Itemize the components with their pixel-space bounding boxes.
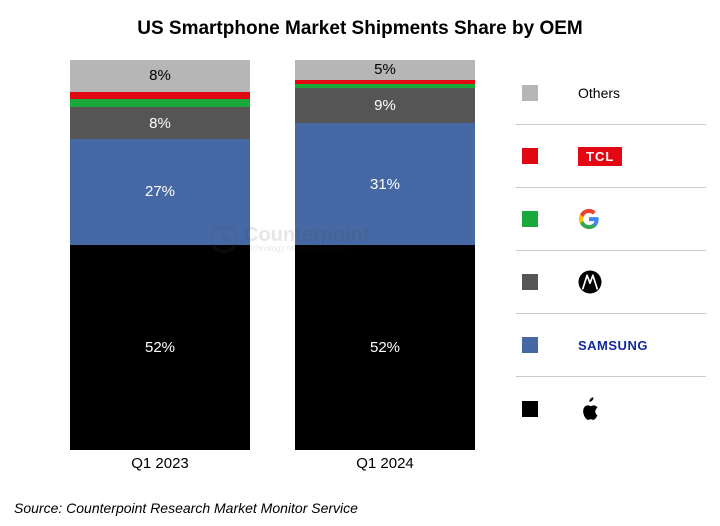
- x-axis-labels: Q1 2023 Q1 2024: [40, 455, 500, 485]
- bar-segment-motorola: 9%: [295, 88, 475, 123]
- x-axis-label: Q1 2023: [70, 455, 250, 472]
- legend-swatch: [522, 85, 538, 101]
- legend-swatch: [522, 337, 538, 353]
- bar-segment-others: 5%: [295, 60, 475, 80]
- bar-segment-samsung: 31%: [295, 123, 475, 245]
- legend-item-apple: [516, 377, 706, 440]
- bar-segment-others: 8%: [70, 60, 250, 92]
- legend-item-samsung: SAMSUNG: [516, 314, 706, 377]
- legend-item-motorola: [516, 251, 706, 314]
- bar-segment-apple: 52%: [295, 245, 475, 450]
- legend-swatch: [522, 148, 538, 164]
- bar-segment-motorola: 8%: [70, 107, 250, 139]
- legend-swatch: [522, 274, 538, 290]
- bar-column: 5% 9%31%52%: [295, 60, 475, 450]
- bar-segment-samsung: 27%: [70, 139, 250, 245]
- tcl-logo: TCL: [578, 147, 622, 166]
- bar-column: 8%8%27%52%: [70, 60, 250, 450]
- samsung-logo: SAMSUNG: [578, 338, 648, 353]
- chart-area: 2%8%8%27%52%5%9%31%52%: [40, 60, 500, 450]
- x-axis-label: Q1 2024: [295, 455, 475, 472]
- legend-label: TCL: [578, 147, 622, 166]
- chart-title: US Smartphone Market Shipments Share by …: [0, 0, 720, 40]
- source-text: Source: Counterpoint Research Market Mon…: [14, 500, 358, 516]
- apple-logo-icon: [578, 396, 600, 422]
- legend-swatch: [522, 211, 538, 227]
- google-logo-icon: [578, 208, 600, 230]
- bar-segment-apple: 52%: [70, 245, 250, 450]
- legend-swatch: [522, 401, 538, 417]
- motorola-logo-icon: [578, 270, 602, 294]
- legend: Others TCL SAMSUNG: [516, 62, 706, 440]
- legend-label: SAMSUNG: [578, 338, 648, 353]
- legend-item-google: [516, 188, 706, 251]
- legend-item-tcl: TCL: [516, 125, 706, 188]
- legend-label: Others: [578, 85, 620, 101]
- bar-segment-tcl: [70, 92, 250, 100]
- bar-segment-google: [70, 99, 250, 107]
- legend-item-others: Others: [516, 62, 706, 125]
